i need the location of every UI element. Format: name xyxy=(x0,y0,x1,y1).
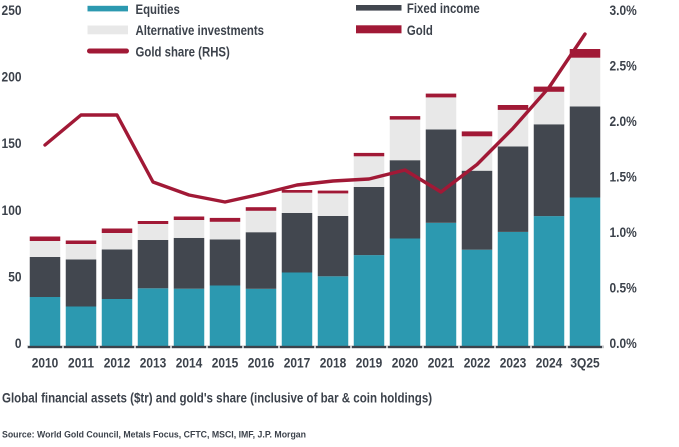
svg-text:2020: 2020 xyxy=(392,354,419,370)
svg-text:3.0%: 3.0% xyxy=(610,2,638,18)
svg-text:2.5%: 2.5% xyxy=(610,58,638,74)
svg-text:0.0%: 0.0% xyxy=(610,335,638,351)
svg-text:Gold share (RHS): Gold share (RHS) xyxy=(136,43,230,59)
svg-text:2022: 2022 xyxy=(464,354,491,370)
svg-text:2016: 2016 xyxy=(248,354,275,370)
svg-text:0.5%: 0.5% xyxy=(610,280,638,296)
svg-text:50: 50 xyxy=(8,269,21,285)
svg-text:0: 0 xyxy=(15,335,22,351)
svg-text:2018: 2018 xyxy=(320,354,347,370)
svg-text:Source: World Gold Council, Me: Source: World Gold Council, Metals Focus… xyxy=(2,430,306,440)
svg-text:1.5%: 1.5% xyxy=(610,169,638,185)
svg-text:2017: 2017 xyxy=(284,354,311,370)
svg-text:3Q25: 3Q25 xyxy=(570,354,599,370)
svg-text:2024: 2024 xyxy=(536,354,563,370)
svg-text:250: 250 xyxy=(2,2,22,18)
svg-text:2013: 2013 xyxy=(140,354,167,370)
svg-text:2014: 2014 xyxy=(176,354,203,370)
svg-text:2015: 2015 xyxy=(212,354,239,370)
svg-text:150: 150 xyxy=(2,135,22,151)
svg-text:2.0%: 2.0% xyxy=(610,113,638,129)
svg-text:Alternative investments: Alternative investments xyxy=(136,22,265,38)
svg-text:Gold: Gold xyxy=(407,22,433,38)
svg-text:1.0%: 1.0% xyxy=(610,224,638,240)
svg-text:2021: 2021 xyxy=(428,354,455,370)
svg-text:Equities: Equities xyxy=(136,1,180,17)
svg-text:100: 100 xyxy=(2,202,22,218)
svg-text:Fixed income: Fixed income xyxy=(407,0,480,16)
svg-text:2011: 2011 xyxy=(68,354,94,370)
svg-text:2012: 2012 xyxy=(104,354,131,370)
svg-text:2010: 2010 xyxy=(32,354,59,370)
svg-text:2023: 2023 xyxy=(500,354,527,370)
svg-text:2019: 2019 xyxy=(356,354,383,370)
svg-text:Global financial assets ($tr): Global financial assets ($tr) and gold's… xyxy=(2,389,432,405)
svg-text:200: 200 xyxy=(2,69,22,85)
